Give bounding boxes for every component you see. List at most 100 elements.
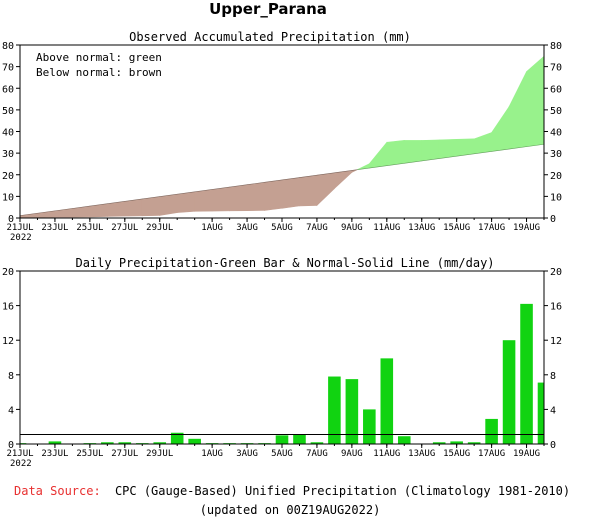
daily-bar — [345, 379, 359, 444]
y-tick-label-left: 8 — [8, 371, 14, 382]
below-normal-area — [246, 181, 265, 211]
daily-bar — [48, 441, 62, 444]
x-tick-label: 29JUL — [146, 449, 173, 459]
daily-bar — [450, 441, 463, 444]
normal-accumulated-line — [19, 143, 545, 216]
above-normal-area — [438, 138, 457, 159]
page-title: Upper_Parana — [209, 0, 327, 18]
below-normal-area — [351, 169, 358, 173]
accumulated-lines — [19, 143, 545, 216]
y-tick-label-left: 16 — [2, 302, 14, 313]
x-tick-label: 5AUG — [271, 449, 293, 459]
y-tick-label-left: 20 — [2, 171, 14, 182]
y-tick-label-right: 8 — [550, 371, 556, 382]
y-tick-label-right: 40 — [550, 128, 562, 139]
above-normal-area — [421, 139, 440, 162]
y-tick-label-right: 10 — [550, 192, 562, 203]
y-tick-label-right: 0 — [550, 440, 556, 451]
x-tick-label: 17AUG — [478, 223, 505, 233]
daily-bar — [397, 436, 411, 444]
daily-bar — [537, 382, 544, 444]
y-tick-label-left: 0 — [8, 440, 14, 451]
y-tick-label-right: 16 — [550, 302, 562, 313]
y-tick-label-left: 0 — [8, 214, 14, 225]
below-normal-area — [264, 179, 283, 211]
x-tick-label: 11AUG — [373, 449, 400, 459]
year-label: 2022 — [10, 459, 32, 469]
y-tick-label-right: 80 — [550, 41, 562, 52]
y-tick-label-left: 40 — [2, 128, 14, 139]
daily-bar — [485, 418, 498, 444]
daily-bar — [520, 303, 533, 444]
below-normal-area — [141, 196, 161, 217]
x-tick-label: 1AUG — [201, 449, 223, 459]
legend-below-normal: Below normal: brown — [36, 66, 162, 79]
y-tick-label-right: 70 — [550, 63, 562, 74]
x-tick-label: 9AUG — [341, 449, 363, 459]
data-source-text: CPC (Gauge-Based) Unified Precipitation … — [115, 484, 570, 498]
x-tick-label: 21JUL — [6, 223, 33, 233]
y-tick-label-left: 80 — [2, 41, 14, 52]
x-tick-label: 25JUL — [76, 223, 103, 233]
x-tick-label: 25JUL — [76, 449, 103, 459]
x-tick-label: 3AUG — [236, 223, 258, 233]
x-tick-label: 3AUG — [236, 449, 258, 459]
x-tick-label: 27JUL — [111, 449, 138, 459]
x-tick-label: 15AUG — [443, 223, 470, 233]
x-tick-label: 23JUL — [41, 449, 68, 459]
y-tick-label-right: 20 — [550, 171, 562, 182]
below-normal-area — [316, 172, 335, 207]
y-tick-label-right: 30 — [550, 149, 562, 160]
accumulated-areas — [19, 55, 545, 219]
x-tick-label: 19AUG — [513, 223, 540, 233]
daily-bars — [20, 303, 544, 444]
accumulated-chart-title: Observed Accumulated Precipitation (mm) — [129, 30, 411, 44]
daily-bar — [170, 432, 184, 444]
y-tick-label-left: 70 — [2, 63, 14, 74]
year-label: 2022 — [10, 233, 32, 243]
data-source-label: Data Source: — [14, 484, 101, 498]
below-normal-area — [124, 198, 143, 217]
y-tick-label-left: 4 — [8, 405, 14, 416]
daily-axis-ticks: 0 0 4 4 8 8 12 12 16 16 20 20 21JUL 23JUL 25JUL 27JUL 29… — [2, 267, 562, 469]
daily-bar — [502, 340, 516, 444]
daily-bar — [363, 409, 376, 444]
data-source-line: Data Source: CPC (Gauge-Based) Unified P… — [14, 484, 570, 498]
below-normal-area — [72, 205, 91, 218]
x-tick-label: 5AUG — [271, 223, 293, 233]
daily-bar — [432, 442, 446, 444]
above-normal-area — [473, 132, 492, 155]
y-tick-label-left: 50 — [2, 106, 14, 117]
y-tick-label-left: 30 — [2, 149, 14, 160]
daily-plot-frame — [19, 270, 545, 445]
y-tick-label-right: 20 — [550, 267, 562, 278]
x-tick-label: 9AUG — [341, 223, 363, 233]
x-tick-label: 21JUL — [6, 449, 33, 459]
y-tick-label-right: 4 — [550, 405, 556, 416]
legend-above-normal: Above normal: green — [36, 51, 162, 64]
below-normal-area — [211, 186, 230, 212]
below-normal-area — [334, 170, 353, 190]
y-tick-label-right: 60 — [550, 84, 562, 95]
x-tick-label: 19AUG — [513, 449, 540, 459]
daily-bar — [188, 438, 201, 444]
daily-bar — [467, 442, 481, 444]
above-normal-area — [526, 55, 545, 147]
x-tick-label: 7AUG — [306, 223, 328, 233]
x-tick-label: 13AUG — [408, 223, 435, 233]
daily-bar — [275, 435, 289, 444]
daily-bar — [101, 442, 114, 444]
x-tick-label: 23JUL — [41, 223, 68, 233]
below-normal-area — [229, 184, 248, 212]
daily-chart-title: Daily Precipitation-Green Bar & Normal-S… — [75, 256, 494, 270]
y-tick-label-left: 60 — [2, 84, 14, 95]
y-tick-label-right: 0 — [550, 214, 556, 225]
x-tick-label: 13AUG — [408, 449, 435, 459]
y-tick-label-left: 20 — [2, 267, 14, 278]
y-tick-label-left: 10 — [2, 192, 14, 203]
below-normal-area — [299, 174, 318, 207]
y-tick-label-right: 12 — [550, 336, 562, 347]
daily-bar — [380, 358, 394, 444]
